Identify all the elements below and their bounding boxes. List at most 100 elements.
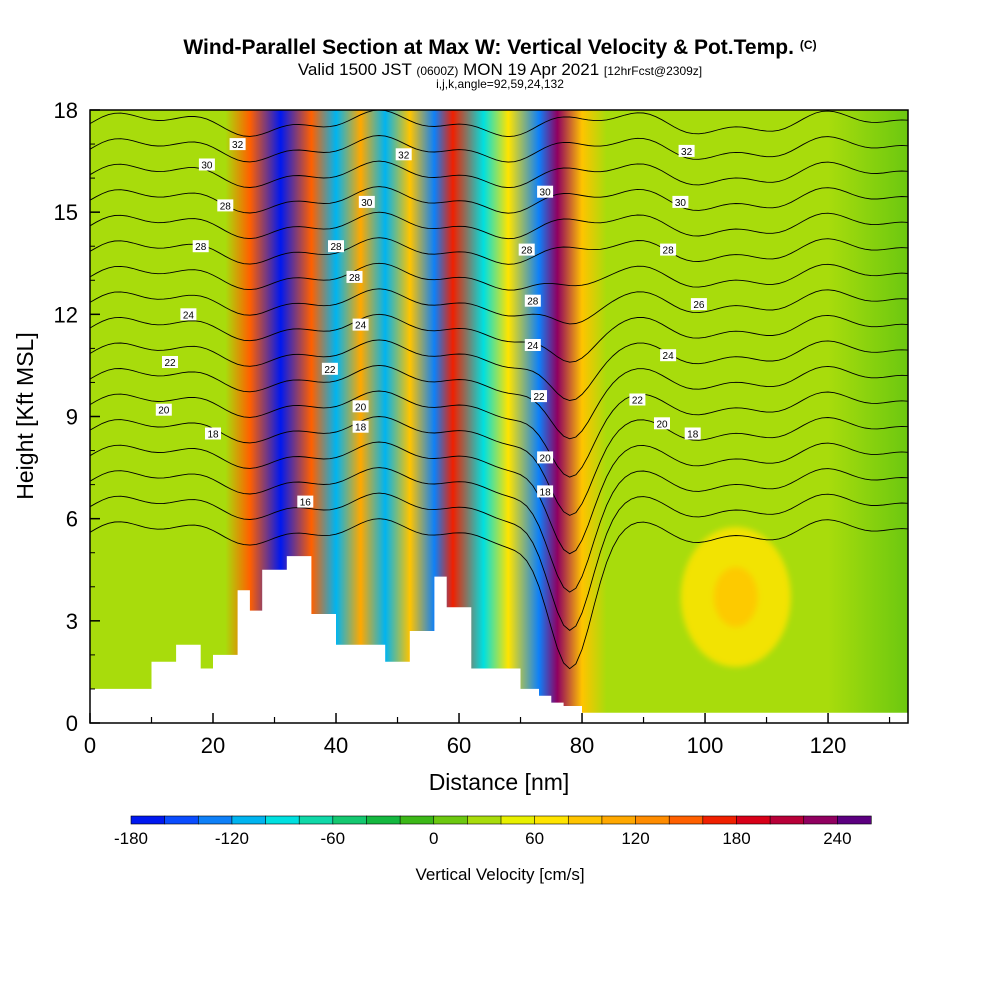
isentrope-label-text: 22 [632,396,644,407]
isentrope-label-text: 28 [195,242,207,253]
x-tick-label: 40 [324,733,348,758]
isentrope-label-text: 20 [355,402,367,413]
isentrope-label: 28 [192,240,209,253]
isentrope-label-text: 18 [540,487,552,498]
isentrope-label-text: 22 [533,392,545,403]
isentrope-label: 18 [537,485,554,498]
isentrope-line [90,518,908,670]
colorbar-tick-label: -120 [215,829,249,848]
isentrope-label-text: 18 [355,423,367,434]
colorbar-swatch [837,815,872,825]
isentrope-label-text: 26 [693,300,705,311]
colorbar-swatch [769,815,805,825]
colorbar-swatch [534,815,569,825]
y-tick-label: 18 [54,98,78,123]
isentrope-label-text: 24 [355,321,367,332]
colorbar-swatch [366,815,401,825]
x-axis-title: Distance [nm] [429,769,570,795]
isentrope-label: 20 [352,400,369,413]
x-tick-label: 100 [687,733,724,758]
isentrope-label-text: 22 [324,365,336,376]
colorbar-swatch [736,815,771,825]
isentrope-label: 28 [518,243,535,257]
isentrope-label: 18 [205,427,221,441]
isentrope-label: 28 [328,240,344,253]
colorbar-swatch [332,815,368,825]
isentrope-line [90,211,908,240]
isentrope-label: 22 [321,362,338,376]
colorbar-title: Vertical Velocity [cm/s] [415,865,584,884]
isentrope-line [90,441,908,555]
colorbar: -180 -120 -60 0 60 120 180 240 [114,815,872,848]
colorbar-swatch [298,815,334,825]
y-tick-label: 6 [66,507,78,532]
upslope-core [713,566,758,627]
isentrope-label-text: 28 [220,201,232,212]
terrain-mask [90,556,908,723]
isentrope-label: 28 [660,243,677,257]
isentrope-label: 30 [358,195,375,209]
y-axis-title: Height [Kft MSL] [12,332,38,499]
isentrope-label-text: 18 [207,430,219,441]
isentrope-label-text: 24 [663,351,675,362]
isentrope-label-text: 20 [656,419,668,430]
isentrope-label-text: 28 [521,246,533,257]
isentrope-label: 24 [524,339,541,352]
colorbar-swatch [635,815,670,825]
colorbar-swatch [601,815,637,825]
isentrope-line [90,237,908,265]
colorbar-swatch [567,815,603,825]
colorbar-swatch [399,815,435,825]
isentrope-line [90,288,908,325]
x-tick-label: 80 [570,733,594,758]
isentrope-line [90,467,908,593]
isentrope-label: 32 [678,144,695,158]
isentrope-label-text: 22 [164,358,176,369]
colorbar-swatch [702,815,738,825]
isentrope-label: 22 [629,393,646,407]
isentrope-line [90,262,908,291]
isentrope-line [90,492,908,631]
isentrope-label-text: 30 [540,188,552,199]
isentrope-label: 32 [395,148,412,161]
isentrope-label-text: 24 [183,310,195,321]
isentrope-label: 22 [162,356,178,369]
isentrope-label-text: 20 [540,453,552,464]
isentrope-label-text: 28 [349,273,361,284]
colorbar-swatch [433,815,468,825]
x-tick-label: 60 [447,733,471,758]
isentrope-label-text: 28 [527,297,539,308]
isentrope-label-text: 32 [398,150,410,161]
colorbar-tick-label: -180 [114,829,148,848]
x-tick-label: 20 [201,733,225,758]
isentrope-label-text: 18 [687,430,699,441]
isentrope-line [90,110,908,138]
y-tick-label: 15 [54,200,78,225]
isentrope-label-text: 30 [361,198,373,209]
x-tick-label: 120 [810,733,847,758]
isentrope-label: 20 [155,403,172,417]
isentrope-label: 30 [537,185,554,199]
isentrope-line [90,313,908,363]
isentrope-line [90,390,908,478]
isentrope-label: 30 [198,158,215,172]
isentrope-label: 20 [654,417,670,430]
isentrope-label: 32 [229,138,246,151]
colorbar-tick-label: 180 [722,829,750,848]
isentrope-label-text: 28 [330,242,342,253]
isentrope-label: 18 [352,420,369,434]
isentrope-label: 24 [352,318,369,332]
isentrope-label-text: 30 [675,198,687,209]
y-tick-label: 12 [54,302,78,327]
colorbar-swatch [130,815,166,825]
isentrope-label: 24 [660,349,677,362]
isentrope-label-text: 24 [527,341,539,352]
chart-grid-indices: i,j,k,angle=92,59,24,132 [436,77,564,91]
isentrope-label: 22 [531,390,547,403]
isentrope-line [90,160,908,189]
isentrope-line [90,135,908,163]
colorbar-tick-label: 0 [429,829,438,848]
chart-subtitle: Valid 1500 JST (0600Z) MON 19 Apr 2021 [… [297,60,703,79]
isentrope-label: 16 [297,495,314,509]
